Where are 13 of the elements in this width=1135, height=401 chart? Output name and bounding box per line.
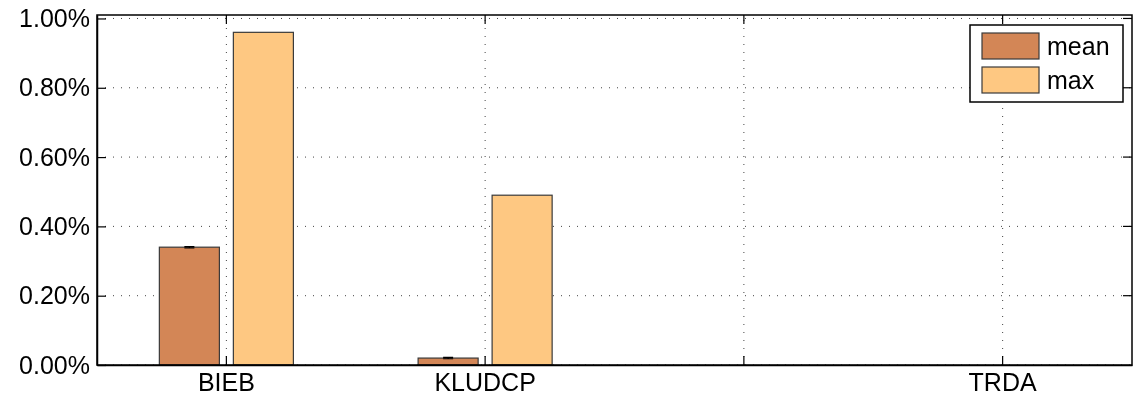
y-tick-label: 0.40% xyxy=(19,211,90,240)
y-tick-label: 1.00% xyxy=(19,3,90,32)
x-tick-label: TRDA xyxy=(968,367,1037,396)
y-tick-label: 0.00% xyxy=(19,350,90,379)
y-tick-label: 0.60% xyxy=(19,142,90,171)
y-tick-label: 0.80% xyxy=(19,73,90,102)
bar xyxy=(232,31,294,366)
x-tick-label: KLUDCP xyxy=(434,367,536,396)
x-tick-label: BIEB xyxy=(197,367,255,396)
bar xyxy=(158,246,220,366)
y-tick-label: 0.20% xyxy=(19,281,90,310)
legend-label: max xyxy=(1047,65,1095,94)
legend-label: mean xyxy=(1047,31,1110,60)
